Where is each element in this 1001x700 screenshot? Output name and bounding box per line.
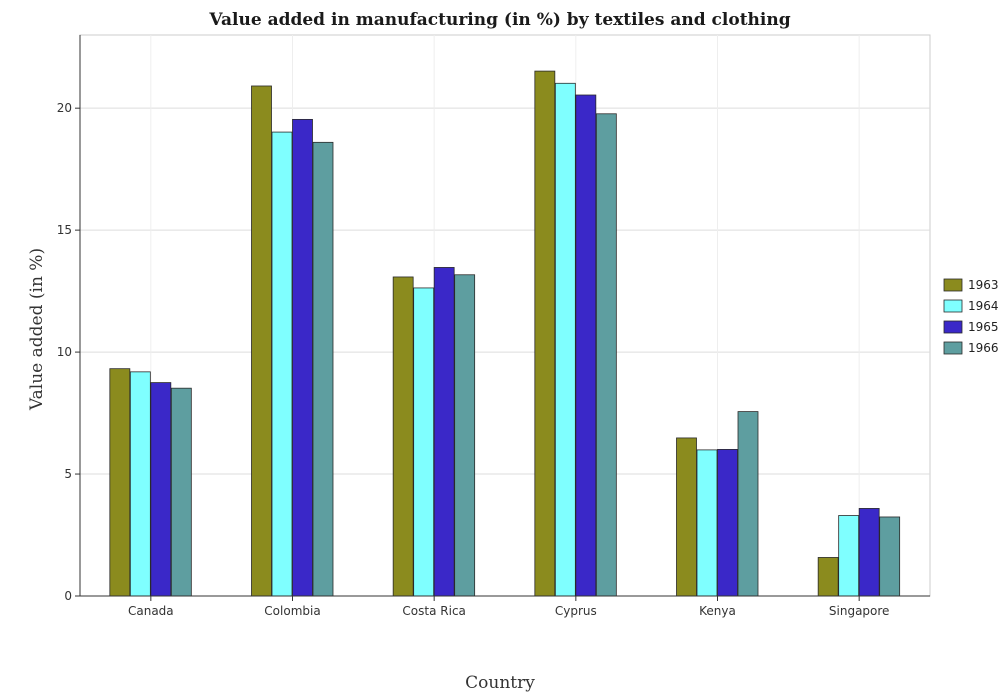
bar-1963-colombia	[251, 85, 272, 597]
bar-1964-colombia	[271, 131, 293, 597]
bar-1964-kenya	[696, 449, 718, 597]
bar-1965-kenya	[717, 449, 738, 597]
legend-swatch	[943, 278, 963, 292]
x-tick-label: Kenya	[699, 604, 736, 618]
y-tick-label: 0	[64, 589, 72, 603]
bar-1964-singapore	[838, 515, 860, 597]
legend-swatch	[943, 299, 963, 313]
y-tick-label: 5	[64, 467, 72, 481]
bars	[109, 70, 901, 597]
grid-lines	[79, 34, 931, 597]
chart-title: Value added in manufacturing (in %) by t…	[208, 10, 790, 30]
legend-swatch	[943, 341, 963, 355]
bar-1966-costa-rica	[454, 274, 476, 597]
y-axis-label: Value added (in %)	[27, 248, 47, 411]
bar-1963-kenya	[676, 437, 697, 597]
y-tick-label: 20	[57, 101, 72, 115]
y-tick-label: 15	[57, 223, 72, 237]
bar-1963-cyprus	[534, 70, 556, 597]
bar-1965-singapore	[858, 508, 880, 597]
x-tick-label: Canada	[128, 604, 174, 618]
x-tick-label: Colombia	[264, 604, 320, 618]
bar-1966-canada	[170, 387, 192, 597]
bar-1966-cyprus	[595, 113, 617, 597]
legend-label: 1963	[968, 278, 999, 292]
bar-1966-singapore	[879, 516, 901, 597]
bar-1964-cyprus	[554, 82, 576, 597]
x-axis-label: Country	[465, 673, 535, 693]
bar-1965-colombia	[292, 118, 313, 597]
bar-1965-costa-rica	[433, 267, 455, 597]
bar-1966-kenya	[737, 411, 759, 597]
bar-1965-canada	[150, 382, 172, 597]
legend: 1963 1964 1965 1966	[943, 278, 999, 355]
bar-1964-canada	[129, 371, 151, 597]
x-tick-label: Costa Rica	[402, 604, 465, 618]
bar-1966-colombia	[312, 141, 334, 597]
plot-area	[79, 34, 931, 597]
legend-label: 1964	[968, 299, 999, 313]
bar-1963-singapore	[817, 557, 839, 597]
bar-1963-costa-rica	[392, 276, 414, 597]
bar-1963-canada	[109, 368, 131, 597]
bar-1964-costa-rica	[413, 287, 435, 597]
x-tick-label: Singapore	[829, 604, 890, 618]
x-tick-label: Cyprus	[555, 604, 597, 618]
y-tick-label: 10	[57, 345, 72, 359]
legend-label: 1965	[968, 320, 999, 334]
legend-label: 1966	[968, 341, 999, 355]
axes: 0 5 10 15 20 Canada Colombia Costa Rica Cyprus Ke…	[57, 35, 930, 618]
bar-1965-cyprus	[575, 94, 597, 597]
legend-swatch	[943, 320, 963, 334]
